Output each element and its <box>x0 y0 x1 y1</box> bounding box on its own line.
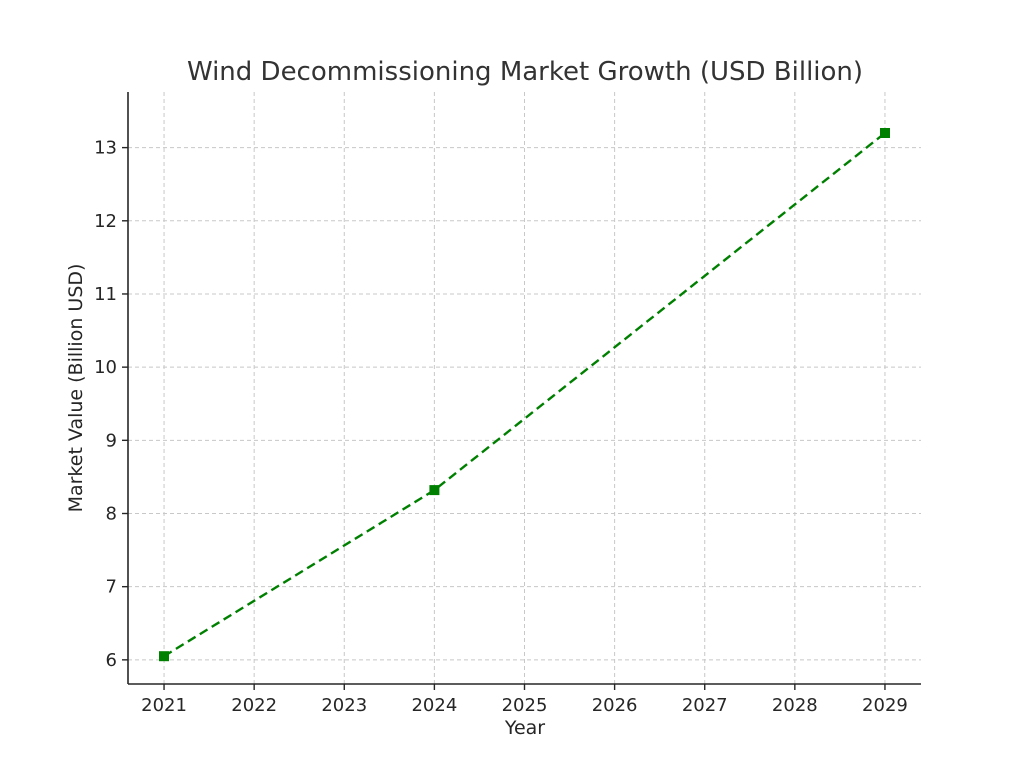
x-tick-label: 2027 <box>682 695 728 716</box>
y-tick-label: 7 <box>106 577 117 598</box>
x-tick-label: 2028 <box>772 695 818 716</box>
y-tick-label: 13 <box>94 138 117 159</box>
grid-lines <box>128 92 921 684</box>
y-tick-label: 9 <box>106 430 117 451</box>
x-axis-label: Year <box>504 717 545 739</box>
x-tick-label: 2022 <box>231 695 277 716</box>
series-line <box>163 132 886 658</box>
x-tick-label: 2026 <box>592 695 638 716</box>
y-tick-label: 8 <box>106 503 117 524</box>
x-tick-label: 2029 <box>862 695 908 716</box>
x-tick-label: 2024 <box>411 695 457 716</box>
data-point-marker <box>880 128 890 138</box>
chart-title: Wind Decommissioning Market Growth (USD … <box>187 57 863 87</box>
x-tick-label: 2025 <box>502 695 548 716</box>
x-tick-label: 2021 <box>141 695 187 716</box>
x-tick-label: 2023 <box>321 695 367 716</box>
axes <box>122 92 921 690</box>
y-tick-label: 12 <box>94 211 117 232</box>
data-point-marker <box>159 651 169 662</box>
y-tick-label: 6 <box>106 650 117 671</box>
y-tick-label: 11 <box>94 284 117 305</box>
data-point-marker <box>429 485 440 496</box>
data-series <box>159 128 890 662</box>
y-tick-label: 10 <box>94 357 117 378</box>
tick-labels: 2021 2022 2023 2024 2025 2026 2027 2028 2029 6 7 8 9… <box>94 138 908 716</box>
y-axis-label: Market Value (Billion USD) <box>65 264 87 513</box>
